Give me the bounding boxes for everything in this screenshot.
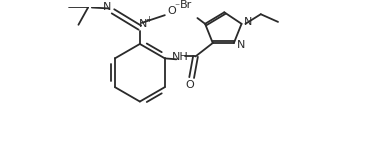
Text: +: + [145,16,152,24]
Text: N: N [138,19,147,29]
Text: NH: NH [172,52,188,62]
Text: N: N [244,17,252,27]
Text: ⁻: ⁻ [175,2,180,12]
Text: N: N [103,2,112,12]
Text: O: O [185,80,194,90]
Text: Br: Br [180,0,192,10]
Text: N: N [236,40,245,50]
Text: O: O [167,6,176,16]
